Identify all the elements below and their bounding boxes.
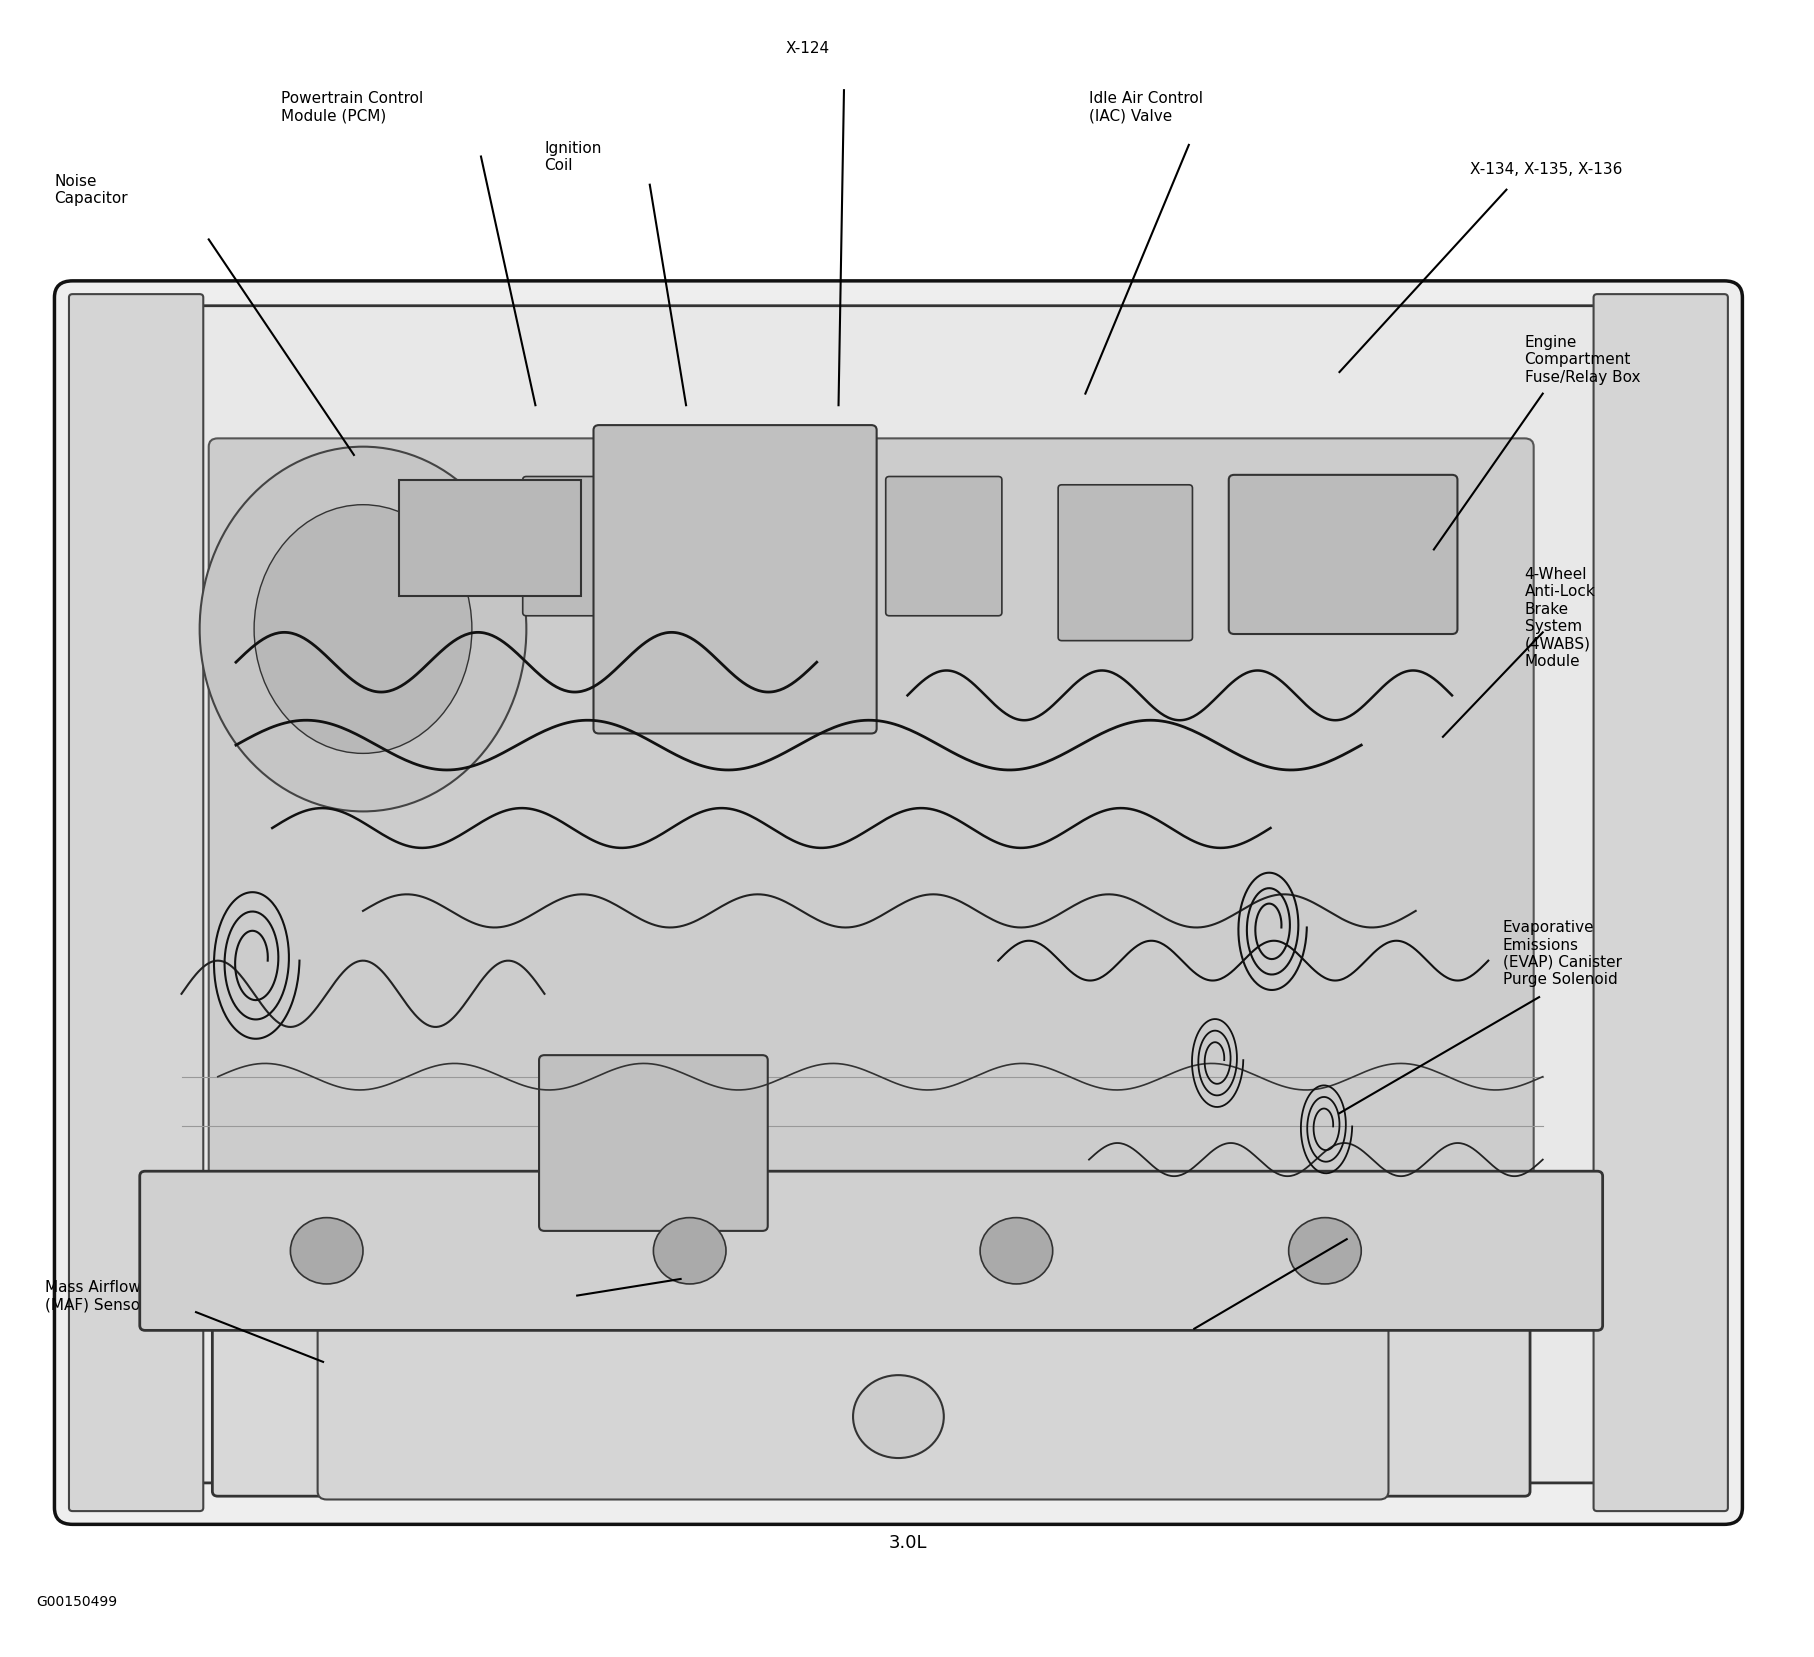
Text: G00150499: G00150499	[36, 1594, 118, 1607]
Circle shape	[980, 1218, 1052, 1284]
FancyBboxPatch shape	[1058, 486, 1192, 641]
Text: 3.0L: 3.0L	[887, 1533, 927, 1551]
FancyBboxPatch shape	[212, 1321, 1529, 1496]
Bar	[399, 481, 580, 597]
FancyBboxPatch shape	[69, 295, 203, 1511]
Circle shape	[853, 1375, 943, 1458]
FancyBboxPatch shape	[140, 1171, 1602, 1331]
FancyBboxPatch shape	[317, 1284, 1388, 1500]
FancyBboxPatch shape	[704, 469, 820, 592]
Text: Engine
Compartment
Fuse/Relay Box: Engine Compartment Fuse/Relay Box	[1524, 335, 1640, 384]
Text: Evaporative
Emissions
(EVAP) Canister
Purge Solenoid: Evaporative Emissions (EVAP) Canister Pu…	[1502, 920, 1622, 988]
Text: 4-Wheel
Anti-Lock
Brake
System
(4WABS)
Module: 4-Wheel Anti-Lock Brake System (4WABS) M…	[1524, 567, 1595, 669]
FancyBboxPatch shape	[593, 426, 876, 734]
FancyBboxPatch shape	[522, 477, 639, 616]
Text: Throttle Position
(TP) Sensor: Throttle Position (TP) Sensor	[1297, 1196, 1422, 1229]
Text: Noise
Capacitor: Noise Capacitor	[54, 174, 129, 207]
Circle shape	[290, 1218, 363, 1284]
FancyBboxPatch shape	[54, 282, 1741, 1524]
FancyBboxPatch shape	[1228, 476, 1457, 635]
FancyBboxPatch shape	[82, 307, 1714, 1483]
Text: Ignition
Coil: Ignition Coil	[544, 141, 602, 174]
Text: Powertrain Control
Module (PCM): Powertrain Control Module (PCM)	[281, 91, 423, 124]
Circle shape	[653, 1218, 726, 1284]
FancyBboxPatch shape	[885, 477, 1001, 616]
Ellipse shape	[254, 505, 472, 754]
Text: Crankshaft
Position (CKP)
Sensor: Crankshaft Position (CKP) Sensor	[435, 1263, 541, 1312]
Text: Mass Airflow
(MAF) Sensor: Mass Airflow (MAF) Sensor	[45, 1279, 147, 1312]
FancyBboxPatch shape	[1593, 295, 1727, 1511]
Circle shape	[1288, 1218, 1360, 1284]
Text: X-134, X-135, X-136: X-134, X-135, X-136	[1469, 162, 1622, 177]
Text: Idle Air Control
(IAC) Valve: Idle Air Control (IAC) Valve	[1088, 91, 1203, 124]
Text: X-124: X-124	[785, 41, 829, 56]
Ellipse shape	[200, 447, 526, 812]
FancyBboxPatch shape	[539, 1056, 767, 1231]
FancyBboxPatch shape	[209, 439, 1533, 1201]
